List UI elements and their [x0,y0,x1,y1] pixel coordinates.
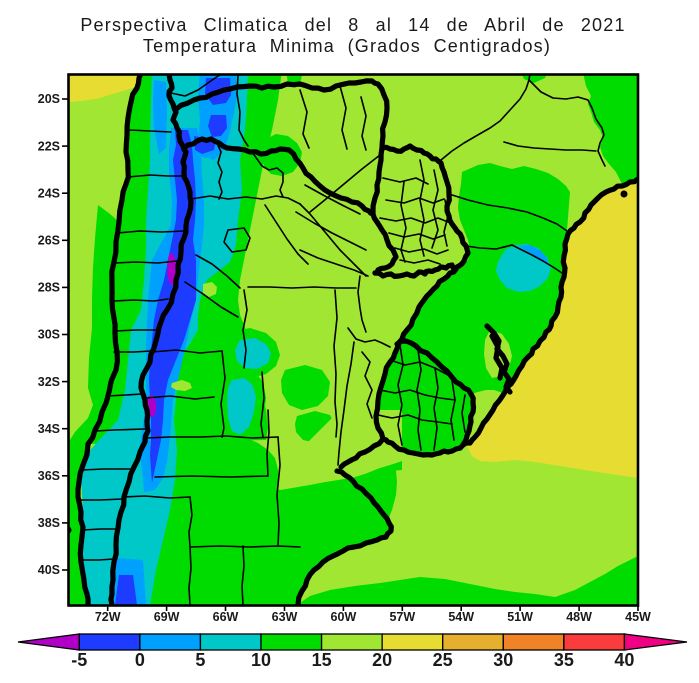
svg-text:32S: 32S [38,375,60,389]
svg-text:Perspectiva Climatica del 8 al: Perspectiva Climatica del 8 al 14 de Abr… [80,15,625,35]
svg-text:15: 15 [312,650,332,670]
svg-text:38S: 38S [38,516,60,530]
svg-text:10: 10 [251,650,271,670]
svg-text:5: 5 [195,650,205,670]
svg-text:22S: 22S [38,139,60,153]
svg-text:35: 35 [554,650,574,670]
svg-text:60W: 60W [331,610,357,624]
svg-text:20: 20 [372,650,392,670]
svg-text:57W: 57W [389,610,415,624]
svg-text:0: 0 [135,650,145,670]
svg-text:-5: -5 [71,650,87,670]
svg-text:54W: 54W [448,610,474,624]
svg-text:40: 40 [614,650,634,670]
svg-text:25: 25 [433,650,453,670]
svg-text:40S: 40S [38,563,60,577]
svg-text:20S: 20S [38,92,60,106]
svg-text:51W: 51W [507,610,533,624]
svg-text:30S: 30S [38,328,60,342]
svg-text:30: 30 [493,650,513,670]
svg-text:63W: 63W [272,610,298,624]
svg-text:24S: 24S [38,186,60,200]
svg-text:66W: 66W [213,610,239,624]
svg-text:28S: 28S [38,281,60,295]
svg-text:48W: 48W [566,610,592,624]
svg-text:69W: 69W [154,610,180,624]
svg-text:34S: 34S [38,422,60,436]
svg-text:26S: 26S [38,234,60,248]
svg-text:72W: 72W [95,610,121,624]
svg-text:45W: 45W [625,610,651,624]
svg-text:Temperatura Minima (Grados Cen: Temperatura Minima (Grados Centigrados) [143,36,551,56]
svg-text:36S: 36S [38,469,60,483]
